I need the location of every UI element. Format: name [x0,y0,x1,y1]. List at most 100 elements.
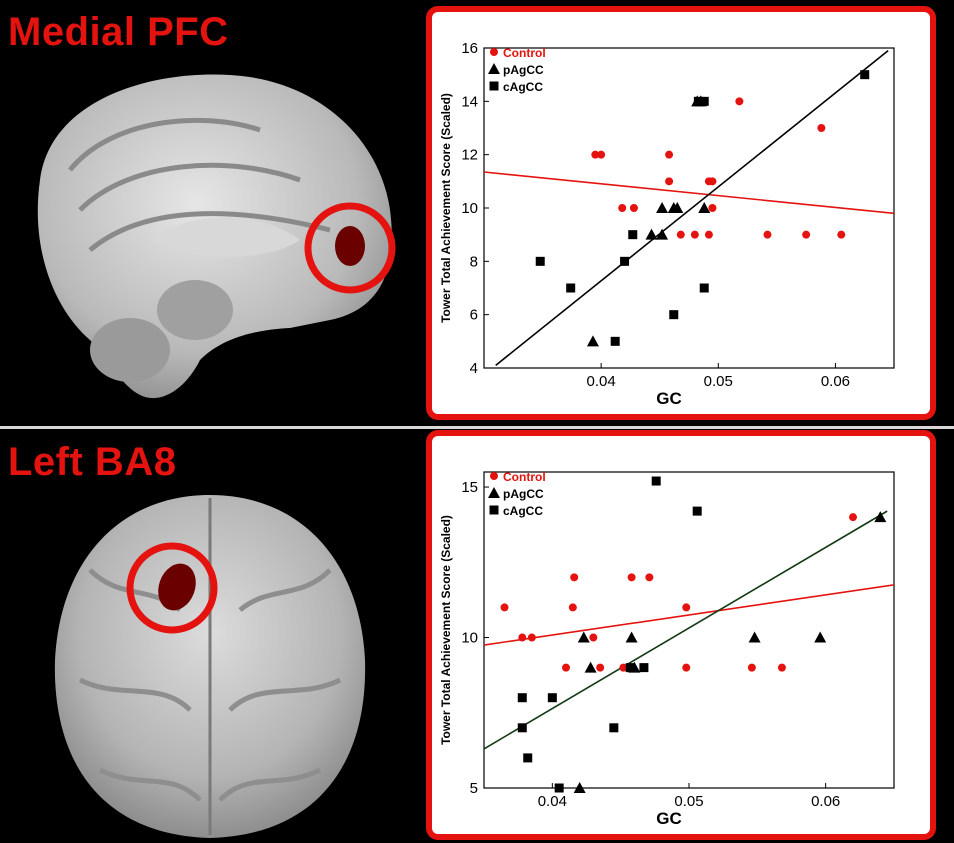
point-control [627,573,636,582]
point-pagcc [573,782,586,793]
point-control [777,663,786,672]
point-cagcc [669,310,679,320]
point-control [735,97,744,106]
point-control [618,204,627,212]
panel-divider [0,426,954,429]
point-cagcc [523,753,533,763]
point-pagcc [584,661,597,673]
panel-title-left-ba8: Left BA8 [8,440,177,484]
point-cagcc [620,256,630,266]
point-cagcc [860,70,870,80]
point-control [562,663,570,672]
x-tick-label: 0.06 [811,793,840,810]
legend-label-pagcc: pAgCC [503,487,544,501]
point-cagcc [699,283,709,293]
point-pagcc [814,631,827,643]
point-cagcc [699,96,709,106]
point-control [817,124,826,132]
point-control [500,603,509,612]
x-tick-label: 0.04 [538,793,567,810]
ba8-region [158,563,196,611]
point-cagcc [554,783,564,793]
legend-marker-cagcc [489,505,499,515]
legend-marker-pagcc [488,487,500,498]
point-pagcc [656,228,669,240]
point-control [849,513,857,522]
point-cagcc [517,723,527,733]
legend-label-cagcc: cAgCC [503,80,543,94]
legend-label-control: Control [503,470,546,484]
panel-title-medial-pfc: Medial PFC [8,10,229,54]
y-axis-label: Tower Total Achievement Score (Scaled) [439,93,453,323]
point-control [645,573,654,582]
point-control [629,204,638,212]
point-pagcc [698,202,711,213]
point-pagcc [656,202,669,213]
x-tick-label: 0.06 [821,373,850,390]
point-pagcc [748,631,761,643]
point-cagcc [547,693,557,703]
point-pagcc [671,202,684,213]
point-control [589,633,598,642]
legend-marker-control [490,48,498,56]
x-axis-label: GC [656,389,682,408]
x-tick-label: 0.05 [674,793,703,810]
legend-label-control: Control [503,46,546,60]
scatter-chart-medial-pfc: 0.04 0.05 0.06 4 6 8 10 12 14 16 GC Tower Total Ach… [439,40,895,408]
point-control [708,177,717,186]
point-control [682,663,691,672]
point-control [568,603,577,612]
point-cagcc [692,506,702,516]
y-tick-label: 10 [461,200,478,217]
point-cagcc [517,693,527,703]
y-tick-label: 16 [461,40,478,57]
legend-marker-pagcc [488,63,500,74]
legend-marker-control [490,472,498,480]
point-pagcc [625,631,638,643]
point-control [676,230,685,239]
point-pagcc [586,335,599,347]
x-tick-label: 0.04 [587,373,616,390]
point-control [619,663,628,672]
scatter-chart-left-ba8: 0.04 0.05 0.06 5 10 15 GC Tower Total Achieveme… [439,470,895,828]
plot-area [483,471,895,789]
axial-brain-image [54,495,366,838]
chart-frame-top: 0.04 0.05 0.06 4 6 8 10 12 14 16 GC Tower Total Ach… [426,6,936,420]
y-axis-label: Tower Total Achievement Score (Scaled) [439,515,453,745]
point-control [704,230,713,239]
brainstem [157,280,233,340]
point-pagcc [577,631,590,643]
point-control [837,230,846,239]
point-control [591,150,600,159]
point-cagcc [628,230,638,240]
point-control [682,603,691,612]
y-tick-label: 6 [470,307,478,324]
point-control [708,204,717,212]
point-cagcc [625,663,635,673]
roi-circle [126,542,218,634]
point-control [665,177,674,186]
point-cagcc [610,336,620,346]
y-tick-label: 12 [461,147,478,164]
y-tick-label: 8 [470,253,478,270]
point-control [747,663,756,672]
y-tick-label: 14 [461,93,478,110]
legend-label-pagcc: pAgCC [503,63,544,77]
fit-line-agcc [495,50,889,366]
fit-line-agcc [484,510,888,750]
point-pagcc [645,228,658,240]
point-control [802,230,811,239]
point-cagcc [639,663,649,673]
point-control [570,573,579,582]
medial-pfc-region [335,226,365,266]
y-tick-label: 4 [470,360,478,377]
point-pagcc [874,511,887,523]
point-control [665,150,674,159]
x-axis-label: GC [656,809,682,828]
fit-line-control [484,584,894,646]
point-control [763,230,772,239]
y-tick-label: 15 [461,479,478,496]
y-tick-label: 10 [461,630,478,647]
point-cagcc [609,723,619,733]
point-control [527,633,536,642]
